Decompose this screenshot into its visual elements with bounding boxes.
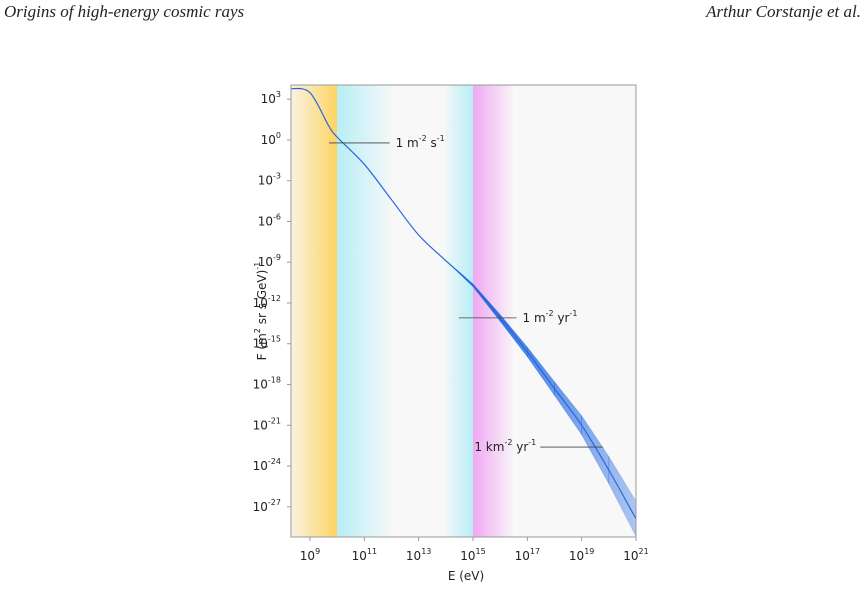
x-tick-label: 1017 [515,547,540,563]
x-tick-label: 1019 [569,547,594,563]
x-tick-label: 1013 [406,547,431,563]
running-title: Origins of high-energy cosmic rays [4,2,245,21]
flux-band [608,455,636,537]
y-tick-label: 10-24 [253,457,281,473]
flux-line [291,87,636,520]
running-author: Arthur Corstanje et al. [706,2,861,21]
x-tick-label: 1021 [623,547,648,563]
y-tick-label: 10-15 [253,335,281,351]
annotation-label: 1 m-2 s-1 [396,134,445,150]
x-tick-label: 1011 [352,547,377,563]
y-tick-label: 10-9 [258,253,281,269]
y-tick-label: 10-6 [258,212,281,228]
y-tick-label: 103 [261,90,281,106]
y-axis-label: F (m2 sr s GeV)-1 [253,262,269,361]
energy-region [291,85,338,537]
x-tick-label: 109 [300,547,320,563]
energy-region [445,85,473,537]
energy-region [337,85,392,537]
y-tick-label: 10-3 [258,172,281,188]
annotation-label: 1 m-2 yr-1 [523,309,578,325]
y-tick-label: 10-12 [253,294,281,310]
x-axis-label: E (eV) [448,569,484,583]
plot-frame [290,84,637,538]
y-tick-label: 10-27 [253,498,281,513]
annotation-label: 1 km-2 yr-1 [474,438,536,454]
regions [291,85,514,537]
y-tick-label: 10-18 [253,376,281,392]
y-tick-label: 100 [261,131,281,147]
x-tick-label: 1015 [460,547,485,563]
curve [291,87,636,537]
y-tick-label: 10-21 [253,416,281,432]
